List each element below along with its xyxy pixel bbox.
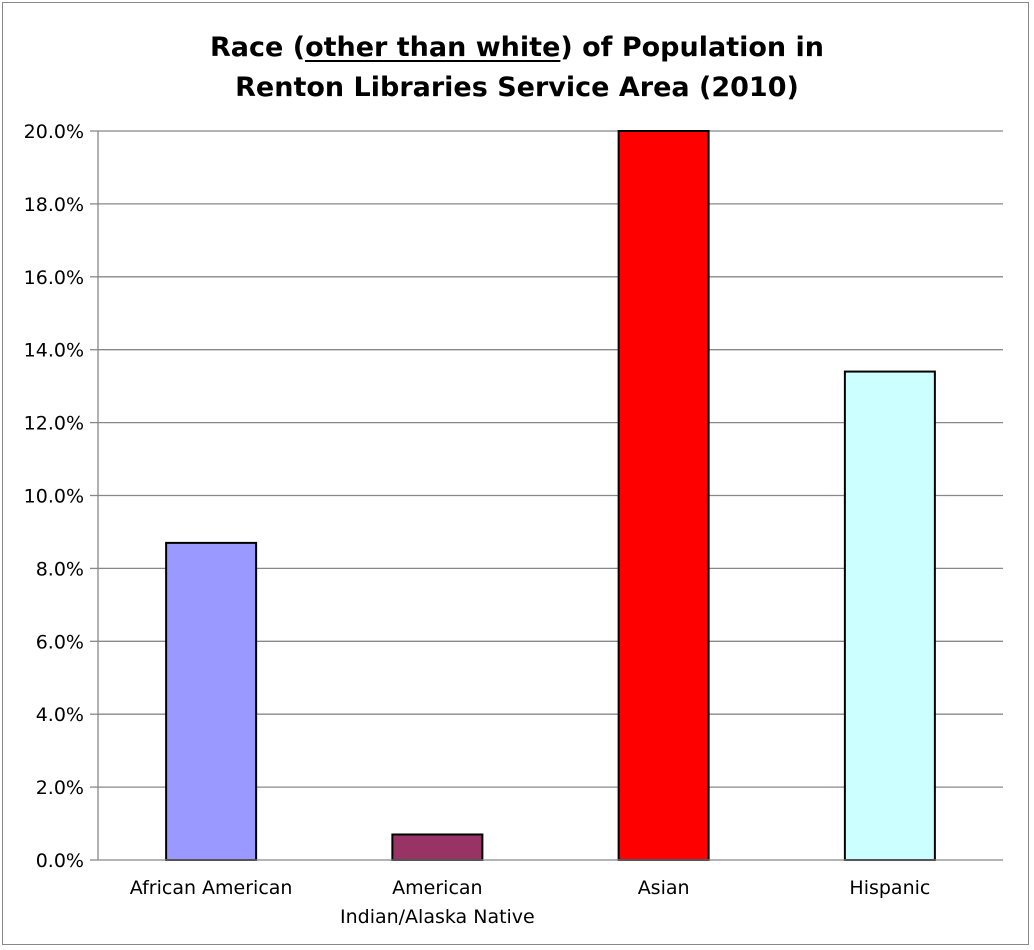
x-axis: African American American Indian/Alaska Na… bbox=[98, 859, 1003, 928]
y-tick-label: 10.0% bbox=[24, 486, 84, 508]
chart-title-line-2: Renton Libraries Service Area (2010) bbox=[235, 72, 799, 103]
chart-title: Race (other than white) of Population in… bbox=[0, 28, 1034, 108]
y-tick-label: 0.0% bbox=[36, 850, 84, 872]
chart-title-line-1: Race (other than white) of Population in bbox=[0, 28, 1034, 68]
bars bbox=[165, 130, 936, 861]
x-tick-label: African American bbox=[130, 877, 293, 899]
y-tick-label: 12.0% bbox=[24, 413, 84, 435]
x-tick-label-line: Hispanic bbox=[849, 877, 930, 899]
y-tick-label: 2.0% bbox=[36, 777, 84, 799]
bar bbox=[391, 833, 484, 861]
y-tick-label: 18.0% bbox=[24, 194, 84, 216]
x-tick-label: Hispanic bbox=[849, 877, 930, 899]
y-tick-label: 14.0% bbox=[24, 340, 84, 362]
x-tick-label-line: American bbox=[392, 877, 482, 899]
y-tick-label: 16.0% bbox=[24, 267, 84, 289]
chart-title-suffix: ) of Population in bbox=[560, 32, 824, 63]
y-axis: 0.0% 2.0% 4.0% 6.0% 8.0% 10.0% 12.0% 14.0% 16.0%… bbox=[24, 121, 99, 872]
chart-title-underlined: other than white bbox=[305, 32, 561, 63]
x-tick-label-line: Asian bbox=[638, 877, 690, 899]
bar bbox=[617, 130, 710, 861]
y-tick-label: 4.0% bbox=[36, 704, 84, 726]
y-tick-label: 8.0% bbox=[36, 558, 84, 580]
bar bbox=[165, 541, 258, 861]
x-tick-label: Asian bbox=[638, 877, 690, 899]
x-tick-label-line: African American bbox=[130, 877, 293, 899]
y-tick-label: 6.0% bbox=[36, 631, 84, 653]
y-tick-label: 20.0% bbox=[24, 121, 84, 143]
chart-title-prefix: Race ( bbox=[209, 32, 306, 63]
x-tick-label-line: Indian/Alaska Native bbox=[340, 906, 535, 928]
bar bbox=[843, 370, 936, 861]
x-tick-label: American Indian/Alaska Native bbox=[340, 877, 535, 928]
